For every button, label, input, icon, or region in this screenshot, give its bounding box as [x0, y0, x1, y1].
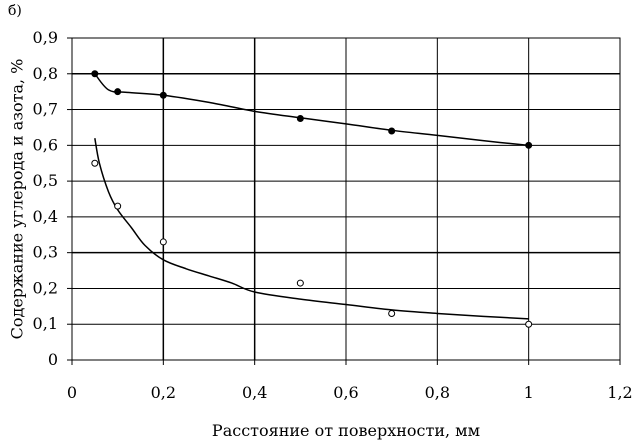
y-tick-label: 0,5 [33, 171, 58, 190]
y-axis-ticks: 0 0,1 0,2 0,3 0,4 0,5 0,6 0,7 0,8 0,9 [33, 28, 72, 369]
data-point-series-1 [159, 91, 167, 99]
data-points [91, 70, 533, 328]
data-point-series-2 [159, 238, 167, 246]
y-tick-label: 0,7 [33, 100, 58, 119]
y-tick-label: 0,1 [33, 314, 58, 333]
panel-label: б) [8, 3, 22, 19]
data-point-series-2 [91, 159, 99, 167]
y-axis-title: Содержание углерода и азота, % [8, 59, 27, 340]
data-point-series-1 [114, 88, 122, 96]
y-tick-label: 0,8 [33, 64, 58, 83]
data-point-series-1 [388, 127, 396, 135]
data-point-series-2 [114, 202, 122, 210]
x-tick-label: 0,4 [242, 383, 267, 402]
x-tick-label: 0 [67, 383, 77, 402]
y-tick-label: 0 [48, 350, 58, 369]
y-tick-label: 0,2 [33, 278, 58, 297]
x-tick-label: 1 [524, 383, 534, 402]
data-point-series-1 [91, 70, 99, 78]
trend-lines [94, 73, 529, 320]
y-tick-label: 0,4 [33, 207, 58, 226]
data-point-series-1 [525, 141, 533, 149]
x-tick-label: 0,8 [425, 383, 450, 402]
x-axis-title: Расстояние от поверхности, мм [212, 421, 480, 440]
trend-line-1 [94, 73, 529, 147]
x-tick-label: 0,2 [151, 383, 176, 402]
data-point-series-2 [525, 320, 533, 328]
x-tick-label: 0,6 [333, 383, 358, 402]
grid [72, 38, 620, 360]
data-point-series-2 [296, 279, 304, 287]
y-tick-label: 0,3 [33, 243, 58, 262]
y-tick-label: 0,9 [33, 28, 58, 47]
data-point-series-1 [296, 115, 304, 122]
y-tick-label: 0,6 [33, 135, 58, 154]
x-tick-label: 1,2 [607, 383, 632, 402]
x-axis-ticks: 0 0,2 0,4 0,6 0,8 1 1,2 [67, 360, 632, 402]
data-point-series-2 [388, 309, 396, 317]
trend-line-2 [94, 138, 529, 320]
